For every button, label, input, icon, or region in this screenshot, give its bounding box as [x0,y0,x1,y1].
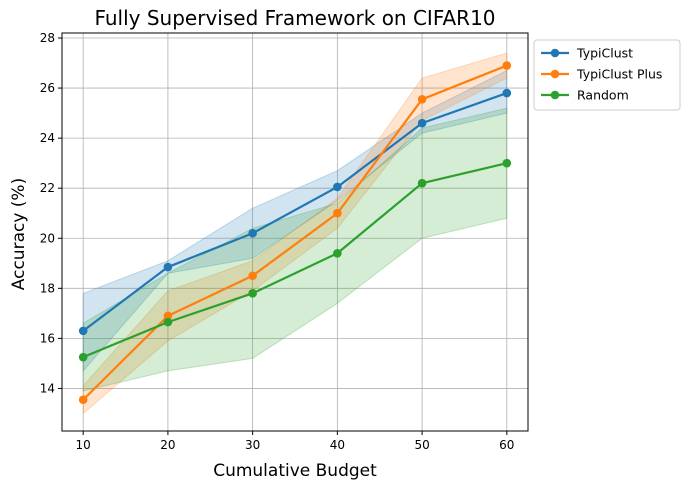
confidence-bands [82,52,508,415]
x-tick-label: 10 [76,438,91,452]
point-typiclust [163,262,173,272]
point-random [78,352,88,362]
series-lines [82,64,508,401]
x-axis-title: Cumulative Budget [213,461,377,481]
y-tick-label: 18 [40,281,55,295]
series-points [78,61,512,405]
point-typiclust-plus [333,208,342,218]
point-random [163,317,173,327]
point-typiclust [333,182,342,192]
legend-label: TypiClust Plus [576,67,662,82]
x-tick-label: 40 [330,438,345,452]
point-random [502,158,512,168]
point-typiclust-plus [163,311,173,321]
point-typiclust [502,88,512,98]
point-random [333,248,342,258]
legend-marker [550,69,560,79]
plot-frame [61,32,529,432]
line-typiclust-plus [82,64,508,401]
point-typiclust-plus [417,95,427,104]
point-typiclust-plus [502,61,512,70]
band-typiclust [82,69,508,373]
point-typiclust [78,326,88,336]
legend-label: Random [577,88,629,103]
band-typiclust-plus [82,52,508,415]
legend-marker [550,90,560,100]
x-tick-label: 50 [414,438,429,452]
line-typiclust [82,92,508,332]
axis-ticks: 10 20 30 40 50 60 14 16 18 20 22 24 26 28 [40,31,515,452]
y-tick-label: 16 [40,331,55,345]
point-random [417,178,427,188]
legend-marker [550,48,560,58]
y-tick-label: 22 [40,181,55,195]
line-random [82,162,508,359]
y-tick-label: 20 [40,231,55,245]
y-tick-label: 26 [40,81,55,95]
legend-box [533,39,681,111]
y-tick-label: 24 [40,131,55,145]
point-typiclust [248,228,257,238]
point-typiclust-plus [78,395,88,405]
x-tick-label: 20 [160,438,175,452]
x-tick-label: 30 [245,438,260,452]
y-tick-label: 14 [40,381,55,395]
point-typiclust [417,118,427,128]
legend-label: TypiClust [576,46,633,61]
x-tick-label: 60 [499,438,514,452]
y-axis-title: Accuracy (%) [9,178,29,290]
band-random [82,107,508,392]
y-tick-label: 28 [40,31,55,45]
legend: TypiClust TypiClust Plus Random [533,39,681,111]
point-typiclust-plus [248,271,257,281]
point-random [248,289,257,298]
chart-title: Fully Supervised Framework on CIFAR10 [94,6,495,30]
